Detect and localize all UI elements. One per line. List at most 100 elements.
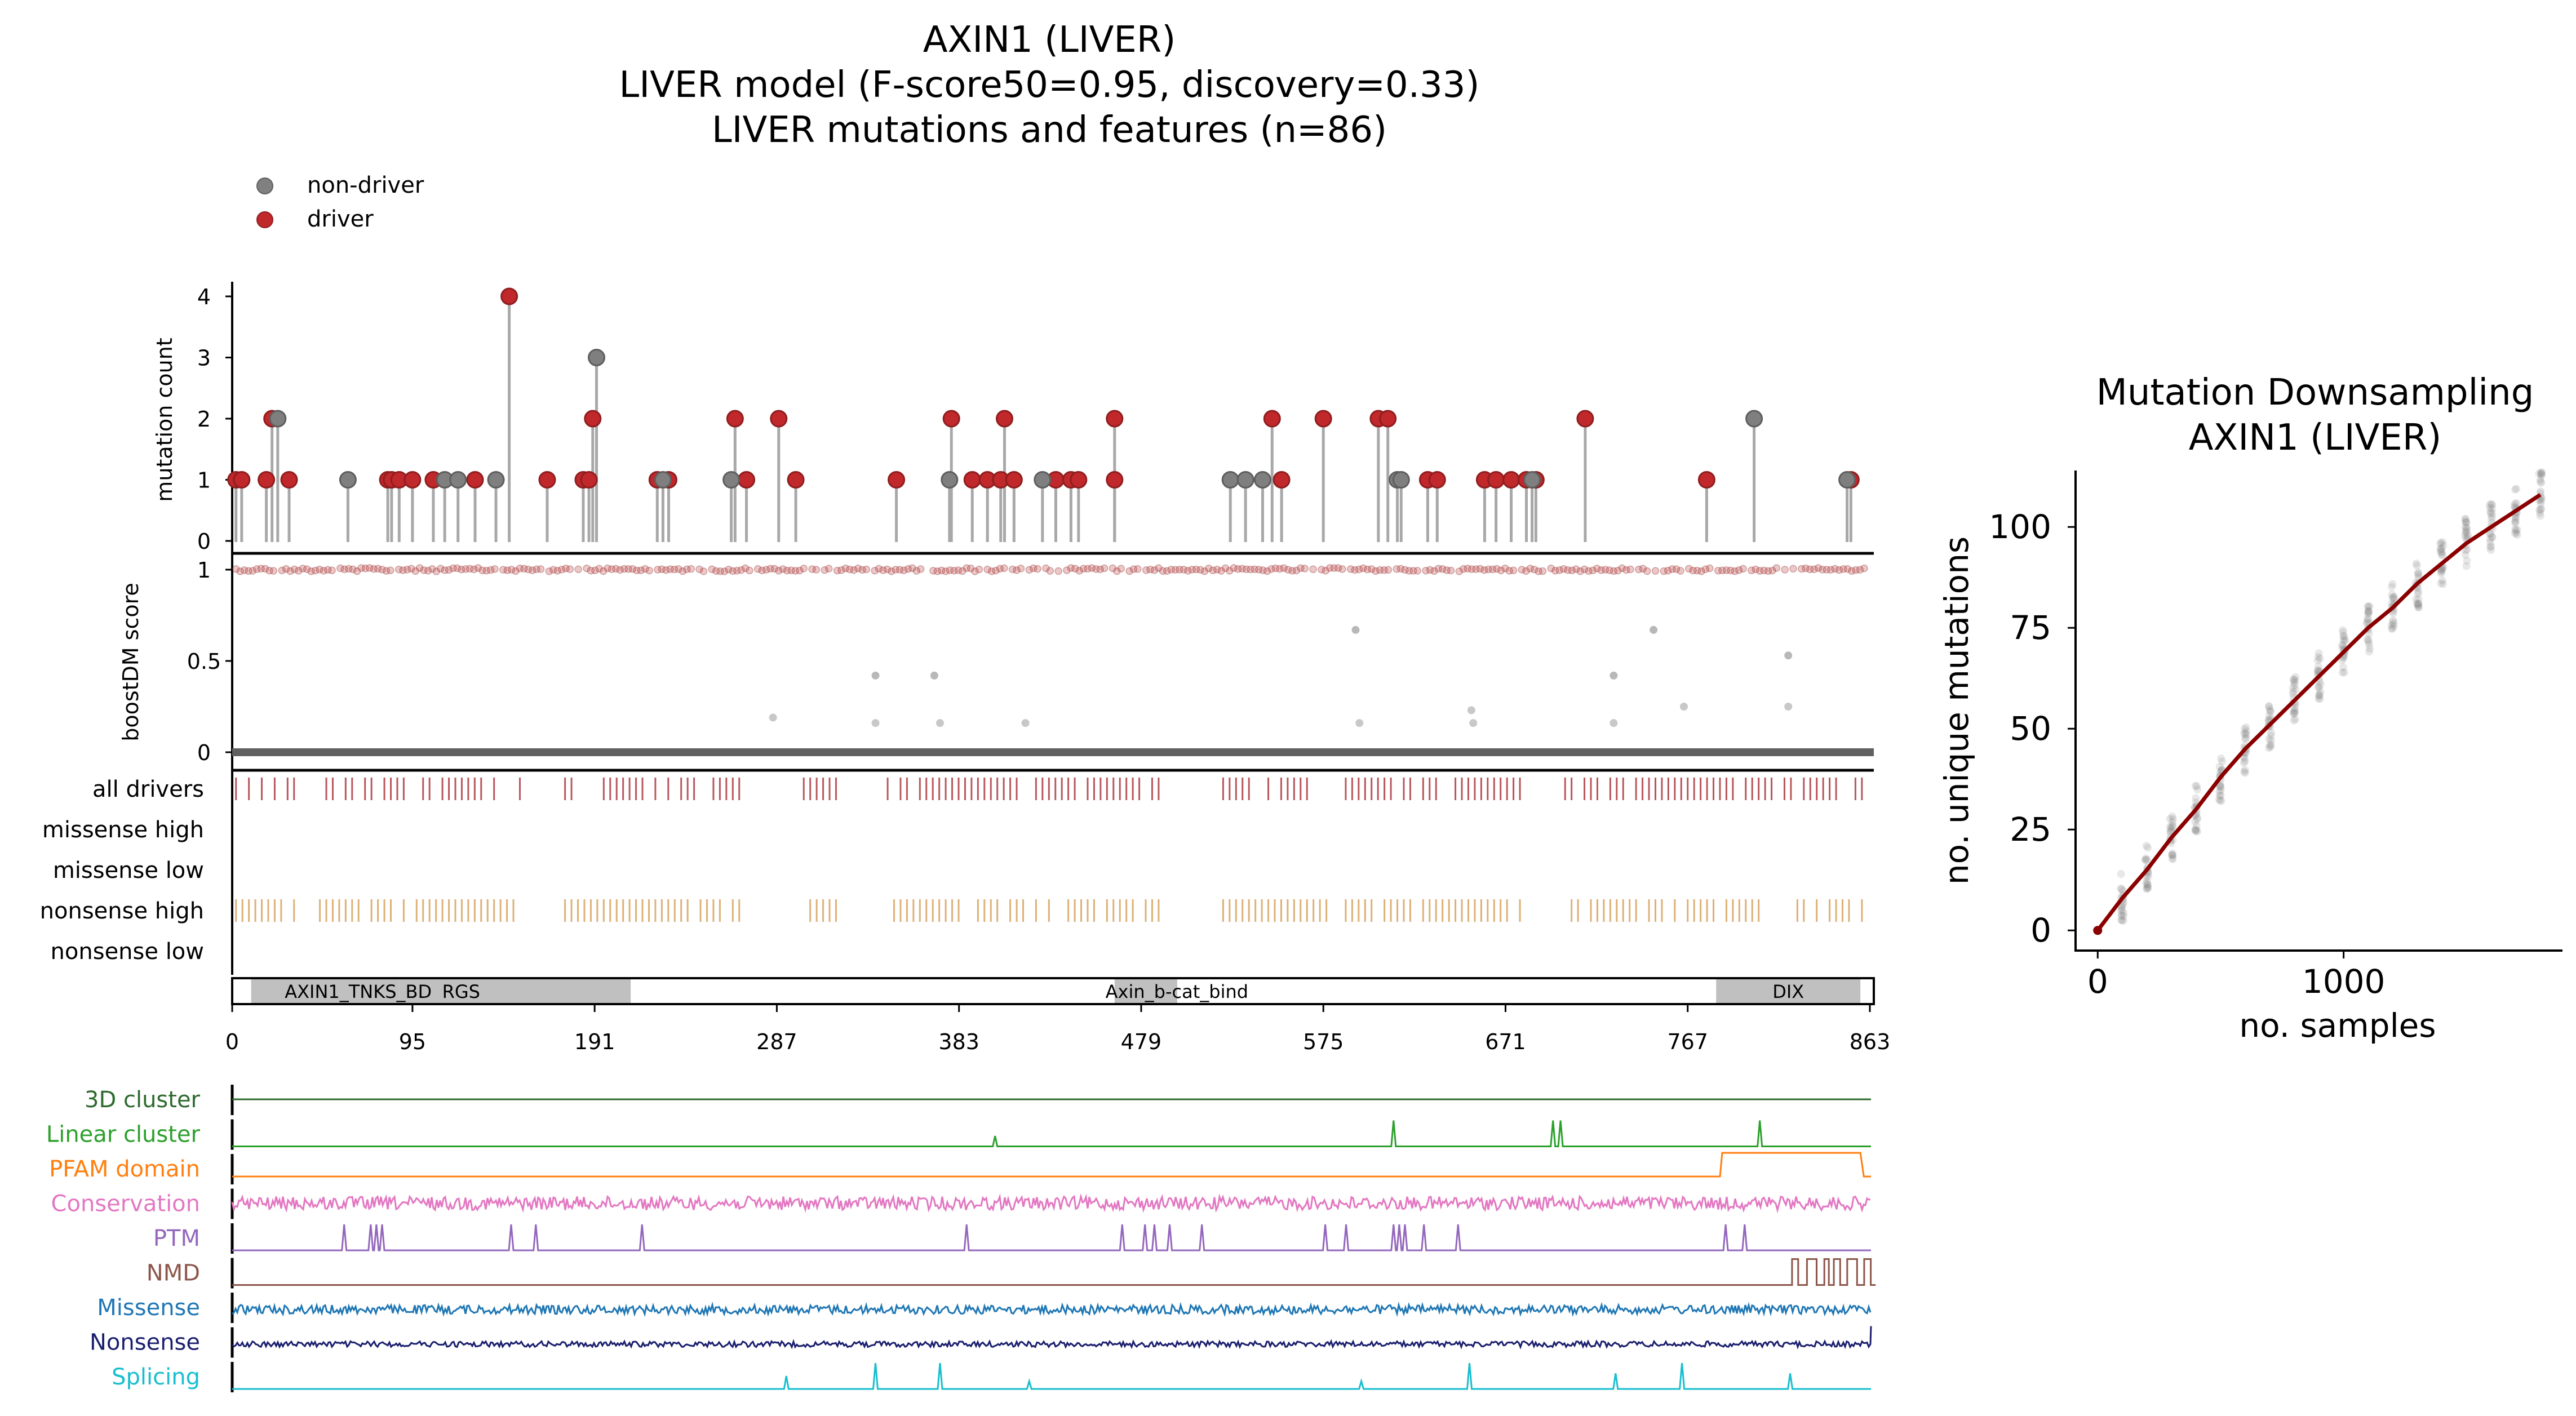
downsampling-sample-point [2486,535,2494,543]
nondriver-mutation-point [269,410,287,428]
boostdm-driver-point [787,566,795,574]
downsampling-sample-point [2192,825,2200,833]
boostdm-driver-point [933,567,942,575]
boostdm-driver-point [716,567,724,575]
downsampling-sample-point [2192,794,2200,802]
signal-label-pfam-domain: PFAM domain [49,1156,200,1182]
boostdm-driver-point [1606,566,1613,574]
boostdm-driver-point [1113,567,1121,575]
downsampling-sample-point [2390,595,2398,603]
boostdm-driver-point [1017,565,1025,572]
downsampling-sample-point [2463,531,2472,539]
driver-mutation-point [1314,410,1332,428]
boostdm-driver-point [1084,565,1092,573]
boostdm-driver-point [1325,564,1334,572]
boostdm-driver-point [1839,565,1847,573]
boostdm-driver-point [741,564,750,572]
downsampling-sample-point [2413,561,2421,570]
boostdm-driver-point [929,567,937,575]
downsampling-sample-point [2412,560,2420,568]
boostdm-driver-point [1764,567,1772,575]
boostdm-driver-point [1034,565,1041,573]
boostdm-driver-point [1217,567,1225,575]
downsampling-sample-point [2240,725,2249,733]
downsampling-sample-point [2487,500,2495,508]
boostdm-driver-point [1351,566,1359,574]
boostdm-driver-point [599,567,608,575]
boostdm-driver-point [1213,566,1221,574]
boostdm-driver-point [775,567,783,575]
boostdm-driver-point [1781,566,1789,574]
downsampling-sample-point [2388,580,2397,588]
downsampling-ytick-label: 100 [1989,508,2051,546]
boostdm-point [871,719,880,727]
legend-label-driver: driver [307,206,374,232]
downsampling-sample-point [2387,583,2396,591]
boostdm-driver-point [1823,566,1830,574]
boostdm-driver-point [1271,564,1280,572]
downsampling-sample-point [2414,599,2423,607]
downsampling-sample-point [2436,544,2445,553]
boostdm-driver-point [824,565,833,572]
downsampling-sample-point [2242,723,2250,731]
downsampling-sample-point [2339,626,2347,634]
boostdm-driver-point [1029,564,1038,572]
boostdm-driver-point [499,566,507,574]
boostdm-driver-point [624,565,632,573]
boostdm-driver-point [1701,565,1710,573]
boostdm-point [1469,719,1478,727]
boostdm-driver-point [1230,564,1238,572]
boostdm-driver-point [1614,566,1622,575]
boostdm-driver-point [587,566,595,575]
boostdm-driver-point [420,566,428,574]
boostdm-driver-point [1396,565,1405,573]
downsampling-sample-point [2291,707,2299,715]
downsampling-sample-point [2364,602,2372,610]
boostdm-driver-point [987,567,996,575]
downsampling-sample-point [2313,656,2322,665]
boostdm-driver-point [1835,566,1843,574]
downsampling-sample-point [2265,703,2273,711]
downsampling-sample-point [2166,823,2174,831]
boostdm-driver-point [1192,565,1200,574]
boostdm-driver-point [445,566,453,574]
downsampling-sample-point [2290,716,2298,725]
boostdm-driver-point [641,565,649,573]
downsampling-sample-point [2192,822,2201,830]
boostdm-driver-point [850,566,858,574]
nondriver-mutation-point [1838,471,1856,489]
downsampling-sample-point [2486,530,2495,538]
downsampling-sample-point [2488,512,2496,521]
downsampling-sample-point [2463,525,2471,533]
downsampling-sample-point [2437,569,2445,578]
boostdm-driver-point [236,567,244,575]
boostdm-driver-point [1618,564,1626,572]
boostdm-driver-point [1155,564,1163,572]
boostdm-driver-point [983,565,991,574]
domain-xtick-label: 383 [938,1029,979,1054]
downsampling-sample-point [2215,762,2224,771]
boostdm-driver-point [1079,565,1088,573]
boostdm-driver-point [1263,567,1271,575]
nondriver-mutation-point [941,471,959,489]
track-label-nonsense-low: nonsense low [51,939,204,965]
boostdm-driver-point [328,566,336,574]
downsampling-sample-point [2117,916,2126,925]
boostdm-driver-point [299,565,307,572]
boostdm-driver-point [1054,567,1062,575]
downsampling-sample-point [2537,470,2546,478]
boostdm-driver-point [1159,567,1167,575]
boostdm-driver-point [737,566,745,574]
downsampling-sample-point [2486,509,2495,517]
downsampling-sample-point [2117,885,2126,893]
downsampling-sample-point [2461,518,2469,526]
boostdm-driver-point [1134,565,1142,573]
downsampling-sample-point [2267,729,2276,737]
boostdm-driver-point [1013,566,1021,574]
downsampling-ytick-label: 0 [2030,911,2051,949]
boostdm-driver-point [574,565,582,574]
downsampling-sample-point [2414,601,2422,610]
boostdm-driver-point [1254,566,1263,574]
boostdm-driver-point [1718,566,1726,575]
boostdm-driver-point [261,565,269,573]
